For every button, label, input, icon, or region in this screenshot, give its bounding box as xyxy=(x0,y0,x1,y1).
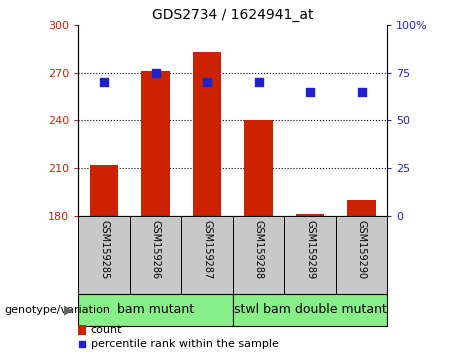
Text: GSM159287: GSM159287 xyxy=(202,220,212,279)
Bar xyxy=(193,52,221,354)
Text: ▶: ▶ xyxy=(65,303,74,316)
Point xyxy=(79,341,86,347)
Point xyxy=(255,79,262,85)
Bar xyxy=(181,216,233,294)
Point xyxy=(203,79,211,85)
Bar xyxy=(130,216,181,294)
Text: GSM159285: GSM159285 xyxy=(99,220,109,279)
Text: count: count xyxy=(91,325,122,335)
Bar xyxy=(284,216,336,294)
Point xyxy=(358,89,365,95)
Text: GSM159289: GSM159289 xyxy=(305,220,315,279)
Bar xyxy=(336,216,387,294)
Text: percentile rank within the sample: percentile rank within the sample xyxy=(91,339,278,349)
Text: GSM159286: GSM159286 xyxy=(151,220,160,279)
Bar xyxy=(78,325,86,335)
Point xyxy=(100,79,108,85)
Title: GDS2734 / 1624941_at: GDS2734 / 1624941_at xyxy=(152,8,313,22)
Bar xyxy=(78,216,130,294)
Bar xyxy=(142,71,170,354)
Text: GSM159290: GSM159290 xyxy=(356,220,366,279)
Bar xyxy=(233,294,387,326)
Text: stwl bam double mutant: stwl bam double mutant xyxy=(234,303,386,316)
Point xyxy=(152,70,160,75)
Bar xyxy=(78,294,233,326)
Text: bam mutant: bam mutant xyxy=(117,303,194,316)
Text: GSM159288: GSM159288 xyxy=(254,220,264,279)
Bar xyxy=(296,214,324,354)
Text: genotype/variation: genotype/variation xyxy=(5,305,111,315)
Bar xyxy=(233,216,284,294)
Point xyxy=(306,89,313,95)
Bar xyxy=(244,120,273,354)
Bar xyxy=(347,200,376,354)
Bar xyxy=(90,165,118,354)
